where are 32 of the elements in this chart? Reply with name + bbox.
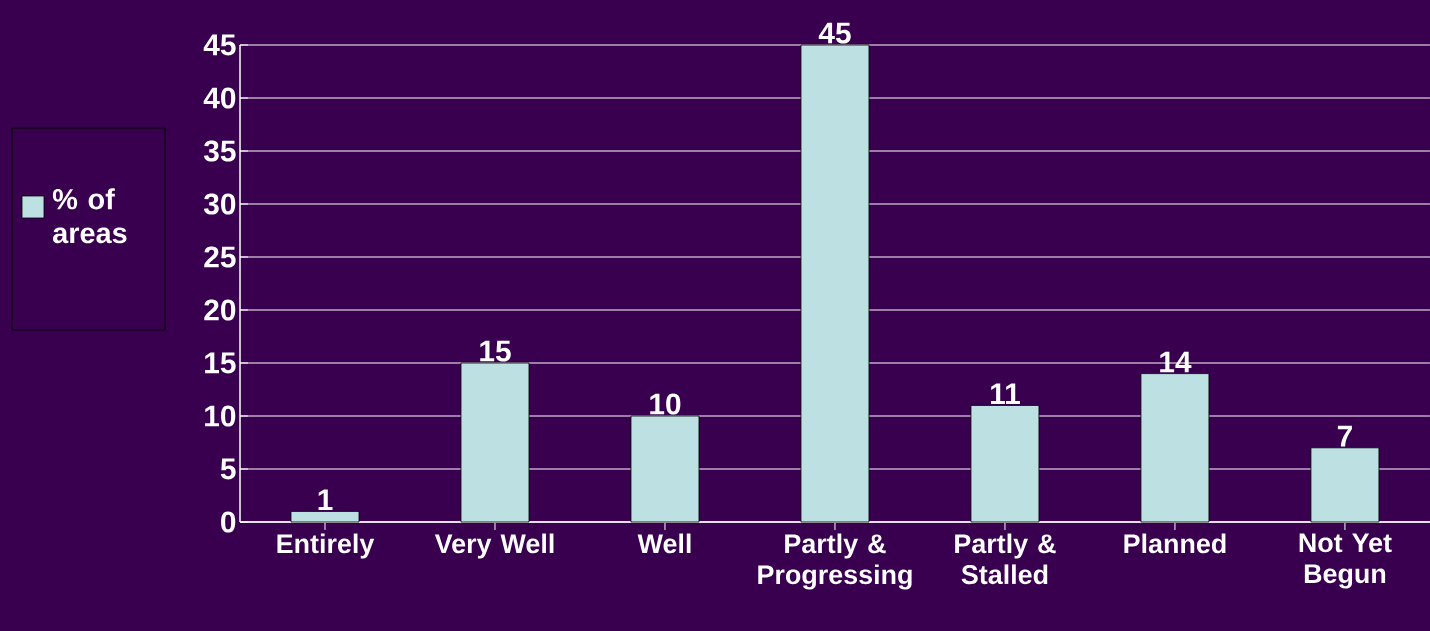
data-label: 7 xyxy=(1337,425,1352,447)
x-tick-label: Partly & Stalled xyxy=(955,533,1056,585)
y-tick-label: 5 xyxy=(220,458,236,480)
bar xyxy=(460,362,530,523)
bar xyxy=(1140,373,1210,523)
x-tick-label: Planned xyxy=(1124,533,1226,554)
y-tick-label: 20 xyxy=(204,299,236,321)
legend-label: % of areas xyxy=(52,188,127,244)
y-tick-label: 45 xyxy=(203,34,236,56)
data-label: 10 xyxy=(650,393,681,415)
y-tick-label: 25 xyxy=(204,246,236,268)
x-tick-label: Not Yet Begun xyxy=(1299,533,1392,589)
bar xyxy=(800,44,870,523)
data-label: 1 xyxy=(318,489,333,511)
data-label: 14 xyxy=(1160,351,1192,373)
bar xyxy=(630,415,700,523)
bar xyxy=(1310,447,1380,523)
y-tick-label: 30 xyxy=(203,193,236,215)
x-tick-label: Very Well xyxy=(434,533,554,559)
y-tick-label: 0 xyxy=(221,511,236,533)
y-tick-label: 35 xyxy=(203,140,236,162)
x-tick-label: Well xyxy=(637,533,691,554)
y-tick-label: 10 xyxy=(205,405,236,427)
y-tick-label: 40 xyxy=(203,87,236,109)
y-tick-label: 15 xyxy=(205,352,236,374)
x-tick-label: Partly & Progressing xyxy=(758,533,912,590)
data-label: 11 xyxy=(991,383,1020,405)
data-label: 45 xyxy=(818,22,851,44)
bar xyxy=(290,511,360,523)
bar xyxy=(970,405,1040,523)
x-tick-label: Entirely xyxy=(277,533,375,559)
data-label: 15 xyxy=(480,340,511,362)
